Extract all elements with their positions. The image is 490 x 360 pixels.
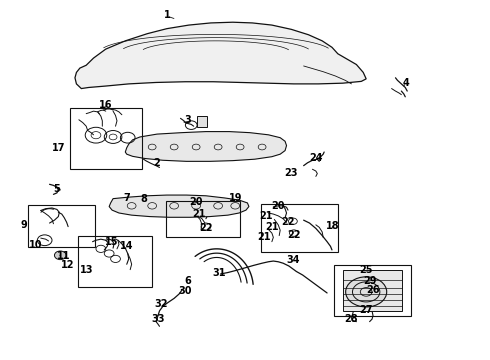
Bar [334, 265, 411, 316]
Text: 30: 30 [179, 286, 192, 296]
Text: 27: 27 [360, 305, 373, 315]
Text: 31: 31 [213, 268, 226, 278]
Text: 20: 20 [190, 197, 203, 207]
Bar [27, 205, 95, 247]
Text: 21: 21 [265, 222, 279, 231]
Text: 22: 22 [281, 217, 295, 227]
Bar [166, 201, 240, 237]
Text: 22: 22 [287, 230, 300, 239]
Bar [197, 116, 207, 127]
Text: 26: 26 [366, 285, 380, 296]
Text: 21: 21 [257, 232, 270, 242]
Text: 5: 5 [53, 184, 60, 194]
Text: 22: 22 [199, 224, 213, 233]
Text: 11: 11 [56, 251, 70, 261]
Text: 6: 6 [184, 276, 191, 286]
Text: 15: 15 [105, 237, 119, 247]
Bar [70, 108, 143, 168]
Text: 19: 19 [228, 193, 242, 203]
Text: 28: 28 [344, 314, 358, 324]
Circle shape [54, 251, 66, 260]
Circle shape [345, 277, 387, 307]
Text: 29: 29 [363, 276, 376, 286]
Text: 8: 8 [140, 194, 147, 204]
Text: 17: 17 [51, 143, 65, 153]
Bar [343, 270, 402, 311]
Text: 3: 3 [184, 115, 191, 125]
Text: 14: 14 [120, 241, 133, 251]
Text: 1: 1 [164, 10, 170, 20]
Text: 4: 4 [403, 78, 410, 88]
Text: 16: 16 [99, 100, 113, 110]
Polygon shape [109, 195, 249, 217]
Text: 21: 21 [192, 209, 205, 219]
Polygon shape [75, 22, 366, 89]
Text: 2: 2 [154, 158, 160, 168]
Text: 33: 33 [151, 314, 165, 324]
Text: 21: 21 [259, 211, 272, 221]
Text: 24: 24 [309, 153, 322, 163]
Text: 13: 13 [79, 265, 93, 275]
Text: 12: 12 [61, 260, 75, 270]
Text: 18: 18 [326, 221, 340, 231]
Polygon shape [125, 132, 287, 161]
Bar [78, 236, 152, 287]
Bar [261, 204, 338, 252]
Text: 34: 34 [286, 255, 299, 265]
Text: 32: 32 [154, 299, 168, 309]
Text: 20: 20 [271, 201, 285, 211]
Text: 23: 23 [285, 168, 298, 178]
Text: 10: 10 [29, 240, 43, 250]
Text: 25: 25 [360, 265, 373, 275]
Text: 9: 9 [21, 220, 27, 230]
Text: 7: 7 [123, 193, 130, 203]
